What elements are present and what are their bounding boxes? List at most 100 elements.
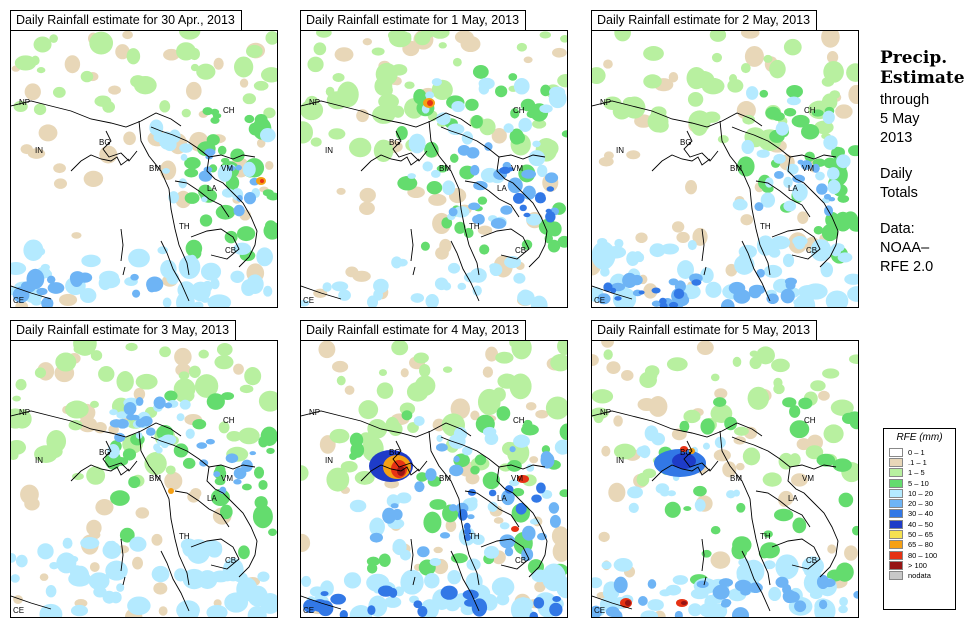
rain-area bbox=[720, 299, 735, 307]
legend-swatch bbox=[889, 540, 903, 550]
light-rain-area bbox=[636, 472, 650, 487]
rain-area bbox=[521, 525, 536, 541]
light-rain-area bbox=[90, 350, 103, 361]
rain-area bbox=[221, 188, 235, 198]
light-rain-area bbox=[336, 375, 346, 386]
rain-area bbox=[257, 571, 270, 582]
rain-area bbox=[338, 289, 351, 301]
country-label: CH bbox=[513, 416, 525, 425]
country-border bbox=[683, 440, 719, 472]
map-canvas: NP CH IN BG BM VM LA TH CB CE bbox=[592, 31, 858, 307]
rain-area bbox=[508, 73, 518, 81]
rain-area bbox=[77, 272, 93, 283]
rain-area bbox=[161, 441, 169, 449]
rain-area bbox=[396, 492, 412, 504]
dry-area bbox=[482, 366, 494, 378]
rain-area bbox=[200, 295, 210, 303]
country-label: VM bbox=[802, 164, 814, 173]
rain-area bbox=[424, 141, 439, 158]
dry-area bbox=[598, 156, 614, 167]
rain-area bbox=[770, 235, 791, 250]
light-rain-area bbox=[407, 101, 416, 107]
light-rain-area bbox=[310, 137, 322, 147]
rain-area bbox=[233, 204, 245, 217]
country-border bbox=[480, 538, 530, 570]
light-rain-area bbox=[687, 91, 704, 107]
dry-area bbox=[174, 347, 192, 366]
rain-area bbox=[714, 436, 726, 449]
rain-area bbox=[794, 293, 816, 307]
rain-area bbox=[430, 169, 441, 178]
rain-area bbox=[792, 517, 807, 534]
light-rain-area bbox=[430, 31, 450, 39]
rain-area bbox=[263, 221, 277, 240]
map-panel-3-may: Daily Rainfall estimate for 3 May, 2013 … bbox=[10, 320, 278, 622]
rain-area bbox=[253, 466, 265, 479]
legend-swatch bbox=[889, 488, 903, 498]
light-rain-area bbox=[135, 373, 158, 390]
light-rain-area bbox=[717, 135, 729, 144]
light-rain-area bbox=[371, 47, 385, 56]
sidebar-date: 5 May bbox=[880, 111, 920, 127]
rain-area bbox=[504, 485, 514, 494]
light-rain-area bbox=[216, 343, 233, 356]
sidebar-heading-2: Estimate bbox=[880, 68, 965, 88]
rain-area bbox=[737, 156, 755, 177]
rain-area bbox=[828, 197, 836, 202]
light-rain-area bbox=[328, 128, 346, 140]
rain-area bbox=[513, 77, 530, 95]
legend-item: 50 – 65 bbox=[884, 529, 955, 540]
country-label: CE bbox=[303, 296, 314, 305]
rain-area bbox=[816, 183, 828, 195]
rain-area bbox=[733, 489, 740, 497]
rain-area bbox=[540, 451, 553, 463]
rain-area bbox=[688, 603, 702, 617]
dry-area bbox=[821, 31, 840, 48]
rain-area bbox=[179, 399, 191, 410]
light-rain-area bbox=[442, 366, 453, 373]
rain-area bbox=[210, 488, 230, 507]
rain-area bbox=[535, 192, 546, 203]
dry-area bbox=[83, 170, 104, 188]
light-rain-area bbox=[740, 63, 751, 74]
rain-area bbox=[160, 259, 177, 279]
rain-area bbox=[552, 595, 561, 602]
country-label: VM bbox=[221, 474, 233, 483]
light-rain-area bbox=[479, 118, 496, 136]
rain-area bbox=[696, 580, 709, 588]
rain-area bbox=[800, 160, 813, 170]
dry-area bbox=[58, 293, 78, 306]
rain-area bbox=[756, 149, 770, 158]
light-rain-area bbox=[349, 137, 372, 158]
rain-area bbox=[766, 293, 779, 305]
rain-area bbox=[235, 164, 242, 171]
rain-area bbox=[592, 605, 602, 617]
dry-area bbox=[133, 387, 146, 401]
rain-area bbox=[123, 402, 137, 416]
country-border bbox=[741, 240, 771, 302]
light-rain-area bbox=[742, 447, 761, 466]
rain-area bbox=[116, 583, 125, 592]
rain-area bbox=[109, 409, 118, 416]
rain-area bbox=[397, 176, 418, 191]
dry-area bbox=[400, 368, 409, 378]
rain-area bbox=[610, 287, 617, 294]
light-rain-area bbox=[336, 81, 359, 108]
rain-area bbox=[651, 300, 662, 307]
rain-area bbox=[236, 226, 256, 242]
country-label: BG bbox=[680, 448, 692, 457]
light-rain-area bbox=[778, 452, 794, 470]
light-rain-area bbox=[592, 389, 614, 404]
rain-area bbox=[220, 157, 230, 164]
dry-area bbox=[39, 573, 49, 581]
rain-area bbox=[116, 411, 129, 419]
rain-area bbox=[523, 419, 533, 428]
light-rain-area bbox=[666, 357, 688, 372]
legend-item: 1 – 5 bbox=[884, 468, 955, 478]
rain-area bbox=[818, 599, 828, 610]
rain-area bbox=[541, 563, 566, 592]
rain-area bbox=[484, 432, 499, 446]
rain-area bbox=[413, 416, 425, 426]
dry-area bbox=[740, 31, 760, 39]
dry-area bbox=[525, 402, 537, 411]
